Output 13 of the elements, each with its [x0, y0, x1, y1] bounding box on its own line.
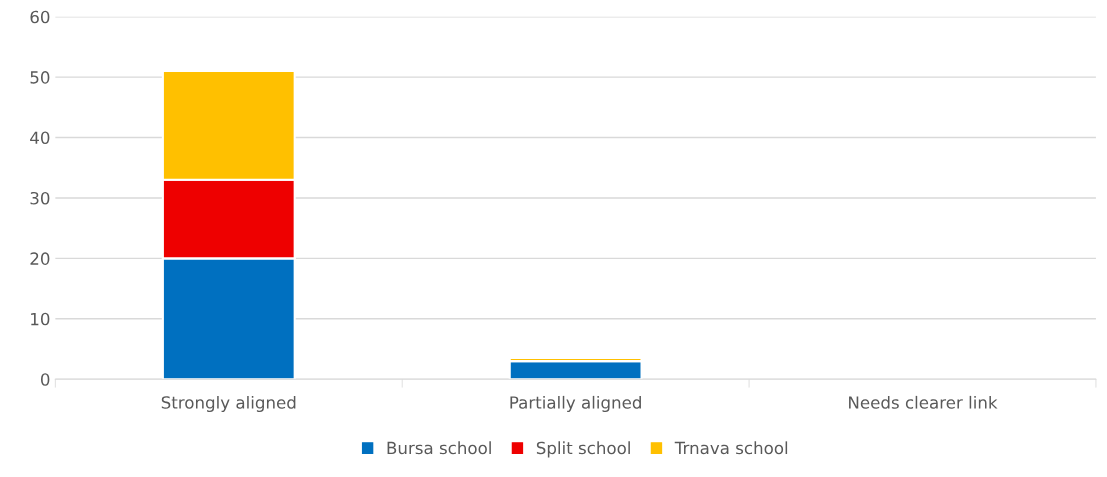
y-tick-label: 30: [30, 191, 50, 205]
y-tick-label: 0: [40, 373, 50, 386]
y-tick-label: 20: [30, 252, 50, 265]
legend-label: Split school: [536, 441, 630, 458]
legend-label: Bursa school: [387, 441, 491, 455]
x-tick-label: Partially aligned: [510, 395, 641, 413]
y-tick-label: 50: [30, 71, 50, 84]
x-tick-label: Needs clearer link: [849, 395, 998, 409]
x-tick-label: Strongly aligned: [161, 395, 296, 413]
y-tick-label: 40: [30, 131, 50, 145]
y-tick-label: 10: [31, 312, 50, 326]
y-tick-label: 60: [30, 10, 50, 24]
legend-label: Trnava school: [674, 441, 788, 455]
